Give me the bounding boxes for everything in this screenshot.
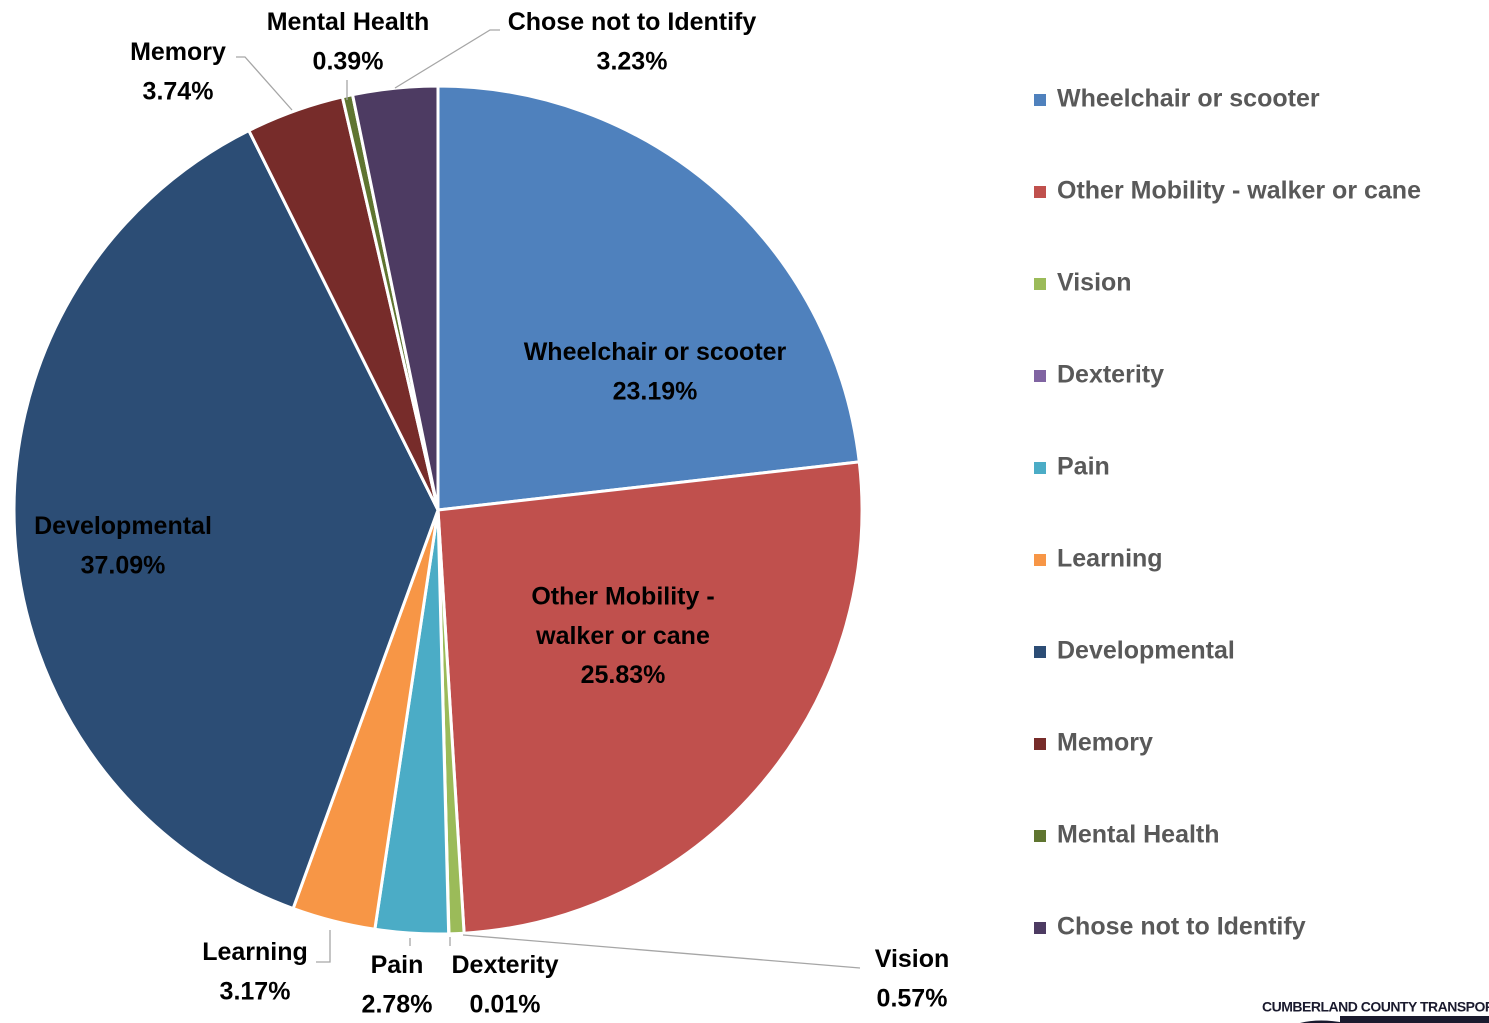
leader-line xyxy=(236,56,293,111)
data-label-name: Dexterity xyxy=(452,951,559,979)
data-label-value: 3.17% xyxy=(220,977,291,1005)
slice xyxy=(436,84,861,512)
data-label-value: 25.83% xyxy=(581,661,666,689)
legend-label: Memory xyxy=(1057,729,1153,757)
leader-line xyxy=(462,934,861,969)
legend-swatch xyxy=(1034,94,1046,106)
legend-label: Dexterity xyxy=(1057,361,1164,389)
data-label-value: 2.78% xyxy=(362,990,433,1018)
data-label-value: 0.57% xyxy=(877,984,948,1012)
legend-swatch xyxy=(1034,738,1046,750)
data-label-name: Other Mobility -walker or cane xyxy=(531,582,714,650)
legend-swatch xyxy=(1034,186,1046,198)
legend-label: Learning xyxy=(1057,545,1163,573)
data-label-name: Wheelchair or scooter xyxy=(524,338,787,366)
data-label-name: Memory xyxy=(130,38,226,66)
logo-shape xyxy=(1340,1016,1489,1023)
slice xyxy=(350,84,440,511)
slice xyxy=(436,460,864,935)
legend-swatch xyxy=(1034,922,1046,934)
legend-swatch xyxy=(1034,646,1046,658)
legend-label: Pain xyxy=(1057,453,1110,481)
data-label-name: Pain xyxy=(371,951,424,979)
legend-swatch xyxy=(1034,370,1046,382)
legend-label: Mental Health xyxy=(1057,821,1220,849)
logo-text: CUMBERLAND COUNTY TRANSPORT xyxy=(1262,999,1489,1015)
legend: Wheelchair or scooter Other Mobility - wa… xyxy=(1034,85,1421,941)
legend-swatch xyxy=(1034,554,1046,566)
logo-shape xyxy=(1275,1020,1345,1023)
legend-label: Chose not to Identify xyxy=(1057,913,1306,941)
data-label-value: 3.74% xyxy=(143,77,214,105)
logo: CUMBERLAND COUNTY TRANSPORT xyxy=(1262,999,1489,1023)
labels: Wheelchair or scooter 23.19% Other Mobilit… xyxy=(34,8,949,1019)
data-label-value: 0.01% xyxy=(470,990,541,1018)
legend-swatch xyxy=(1034,278,1046,290)
data-label-name: Vision xyxy=(875,945,950,973)
legend-swatch xyxy=(1034,462,1046,474)
leader-line xyxy=(394,29,500,89)
data-label-name: Mental Health xyxy=(267,8,430,36)
data-label-value: 37.09% xyxy=(81,551,166,579)
data-label-value: 23.19% xyxy=(613,377,698,405)
legend-label: Other Mobility - walker or cane xyxy=(1057,177,1421,205)
legend-label: Vision xyxy=(1057,269,1132,297)
slice xyxy=(12,128,440,911)
legend-swatch xyxy=(1034,830,1046,842)
legend-label: Wheelchair or scooter xyxy=(1057,85,1320,113)
data-label-name: Developmental xyxy=(34,512,212,540)
data-label-value: 0.39% xyxy=(313,47,384,75)
leader-line xyxy=(316,930,331,963)
pie xyxy=(12,84,864,936)
data-label-name: Learning xyxy=(202,938,308,966)
data-label-name: Chose not to Identify xyxy=(508,8,757,36)
legend-label: Developmental xyxy=(1057,637,1235,665)
data-label-value: 3.23% xyxy=(597,47,668,75)
